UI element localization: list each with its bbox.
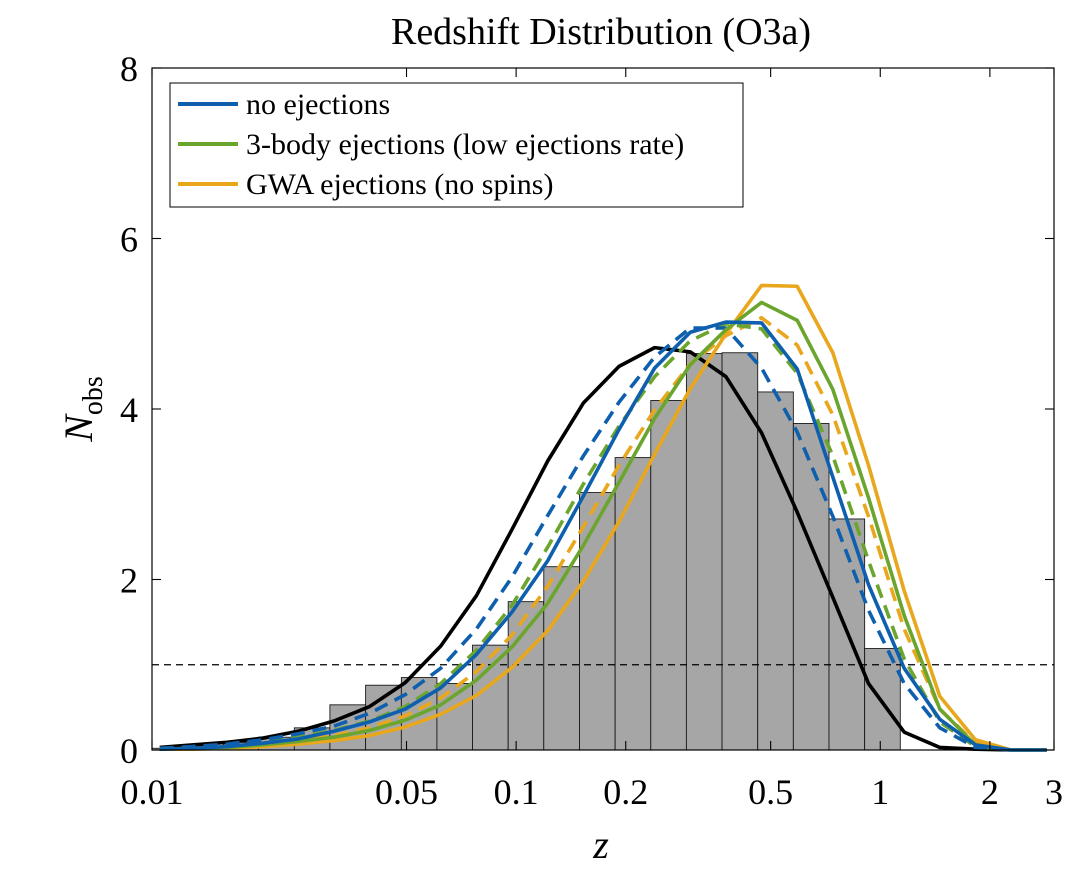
x-tick-label: 1: [871, 772, 889, 812]
y-axis-label-main: N: [56, 413, 101, 443]
series-lines: [159, 283, 1047, 752]
y-tick-label: 4: [120, 390, 138, 430]
histogram-bar: [792, 423, 830, 751]
y-axis-label-subscript: obs: [78, 376, 109, 415]
histogram-bar: [614, 457, 652, 751]
y-axis-label: Nobs: [56, 376, 109, 443]
y-tick-label: 8: [120, 49, 138, 89]
series-line-0: [159, 345, 1047, 752]
series-line-3: [159, 300, 1047, 752]
series-line-1: [159, 320, 1047, 752]
legend-label: no ejections: [246, 88, 390, 121]
histogram-bar: [472, 644, 509, 751]
histogram-bar: [721, 352, 759, 751]
series-line-5: [159, 283, 1047, 752]
x-tick-label: 0.01: [121, 772, 184, 812]
histogram-bar: [757, 391, 794, 751]
series-line-2: [159, 326, 1047, 752]
histogram-bar: [864, 648, 901, 751]
histogram-bar: [507, 601, 545, 751]
x-tick-label: 0.5: [748, 772, 793, 812]
y-tick-labels: 0 2 4 6 8: [120, 49, 138, 771]
x-tick-label: 0.05: [375, 772, 438, 812]
y-tick-label: 0: [120, 731, 138, 771]
x-tick-label: 3: [1045, 772, 1063, 812]
axis-ticks: [151, 67, 1055, 751]
x-tick-label: 0.1: [494, 772, 539, 812]
y-tick-label: 2: [120, 561, 138, 601]
legend-box: [169, 82, 744, 208]
histogram-bar: [579, 492, 616, 751]
chart-title: Redshift Distribution (O3a): [391, 11, 811, 53]
y-tick-label: 6: [120, 220, 138, 260]
x-tick-label: 2: [981, 772, 999, 812]
legend-label: GWA ejections (no spins): [246, 168, 553, 201]
x-axis-label: z: [592, 822, 609, 867]
histogram-bar: [685, 353, 723, 751]
legend: no ejections 3-body ejections (low ejecti…: [169, 82, 744, 208]
legend-label: 3-body ejections (low ejections rate): [246, 128, 684, 161]
x-tick-labels: 0.01 0.05 0.1 0.2 0.5 1 2 3: [121, 772, 1064, 812]
x-tick-label: 0.2: [603, 772, 648, 812]
